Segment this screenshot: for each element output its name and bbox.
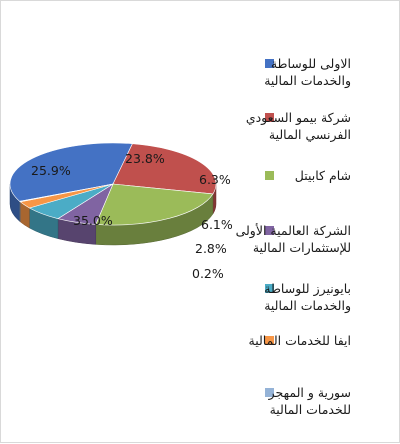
data-label: 23.8% <box>125 151 165 166</box>
data-label: 0.2% <box>192 266 224 281</box>
legend-label: الاولى للوساطة <box>271 56 351 72</box>
legend-label: والخدمات المالية <box>264 73 351 89</box>
data-label: 6.3% <box>199 172 231 187</box>
pie-slice <box>9 142 133 202</box>
legend-item: ايفا للخدمات المالية <box>249 333 351 348</box>
legend-label: والخدمات المالية <box>264 298 351 314</box>
legend-swatch <box>265 171 274 180</box>
data-label: 25.9% <box>31 163 71 178</box>
legend-swatch <box>265 284 274 293</box>
pie-slice <box>95 183 214 226</box>
data-label: 35.0% <box>73 213 113 228</box>
legend-label: شام كابيتل <box>295 168 351 183</box>
legend-label: بايونيرز للوساطة <box>264 281 351 297</box>
legend-swatch <box>265 59 274 68</box>
legend-swatch <box>265 336 274 345</box>
legend-label: ايفا للخدمات المالية <box>249 333 351 348</box>
data-label: 2.8% <box>195 241 227 256</box>
pie-slice-side <box>19 200 21 223</box>
legend-label: سورية و المهجر <box>268 385 351 401</box>
legend-label: للإستثمارات المالية <box>253 240 351 256</box>
legend-label: الشركة العالمية الأولى <box>236 223 351 239</box>
data-label: 6.1% <box>201 217 233 232</box>
pie-slice <box>112 143 217 195</box>
pie-slice <box>18 183 114 203</box>
legend-item: شام كابيتل <box>265 168 351 183</box>
legend-label: الفرنسي المالية <box>269 127 351 143</box>
data-labels: 35.0% 25.9% 23.8% 6.3% 6.1% 2.8% 0.2% <box>31 151 233 281</box>
pie-sides <box>9 183 217 246</box>
legend-swatch <box>265 113 274 122</box>
legend-swatch <box>265 388 274 397</box>
legend-label: شركة بيمو السعودي <box>246 110 351 126</box>
pie-tops <box>9 142 217 226</box>
legend-swatch <box>265 226 274 235</box>
legend-label: للخدمات المالية <box>270 402 351 417</box>
